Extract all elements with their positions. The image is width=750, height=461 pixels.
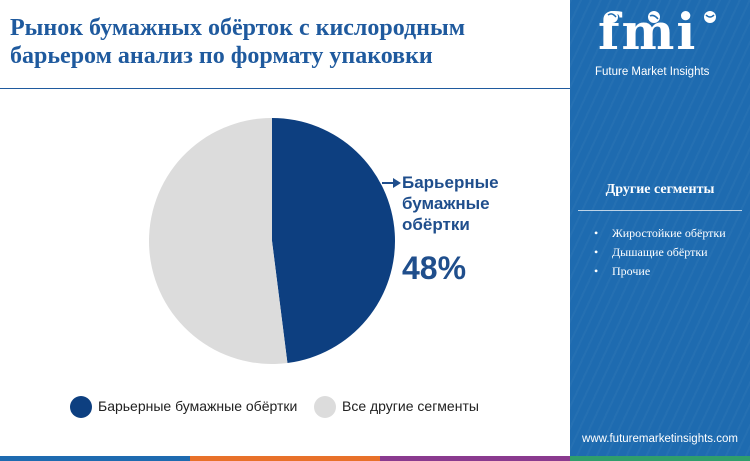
bottom-color-bar <box>0 456 750 461</box>
pie-slice-1 <box>148 118 288 365</box>
legend-label-barrier: Барьерные бумажные обёртки <box>98 398 298 414</box>
legend-swatch-barrier <box>70 396 92 418</box>
bottom-bar-segment <box>190 456 380 461</box>
pie-slice-0 <box>272 118 395 364</box>
segment-item: • Прочие <box>594 262 742 280</box>
segment-label: Дышащие обёртки <box>612 245 708 259</box>
pie-slices <box>148 118 395 365</box>
other-segments-divider <box>578 210 742 211</box>
legend-swatch-others <box>314 396 336 418</box>
segment-label: Жиростойкие обёртки <box>612 226 726 240</box>
page-title: Рынок бумажных обёрток с кислородным бар… <box>10 15 466 69</box>
website-link[interactable]: www.futuremarketinsights.com <box>582 433 738 445</box>
bullet-icon: • <box>594 245 599 259</box>
legend-label-others: Все другие сегменты <box>342 398 479 414</box>
bullet-icon: • <box>594 226 599 240</box>
sidebar: fmi Future Market Insights Другие сегмен… <box>570 0 750 456</box>
bottom-bar-segment <box>0 456 190 461</box>
callout-value: 48% <box>402 250 467 286</box>
brand-logo: fmi <box>598 2 728 61</box>
segment-item: • Жиростойкие обёртки <box>594 224 742 242</box>
segment-item: • Дышащие обёртки <box>594 243 742 261</box>
pie-chart <box>148 118 401 365</box>
title-divider <box>0 88 570 89</box>
callout-label: Барьерные бумажные обёртки <box>402 173 499 234</box>
bullet-icon: • <box>594 264 599 278</box>
brand-name: Future Market Insights <box>595 66 710 78</box>
segment-label: Прочие <box>612 264 651 278</box>
sidebar-texture <box>570 0 750 456</box>
callout-arrow <box>382 178 401 188</box>
other-segments-title: Другие сегменты <box>605 182 715 197</box>
bottom-bar-segment <box>380 456 570 461</box>
globe-icons <box>606 11 716 23</box>
other-segments-list: • Жиростойкие обёртки • Дышащие обёртки • П… <box>594 224 742 281</box>
bottom-bar-segment <box>570 456 750 461</box>
